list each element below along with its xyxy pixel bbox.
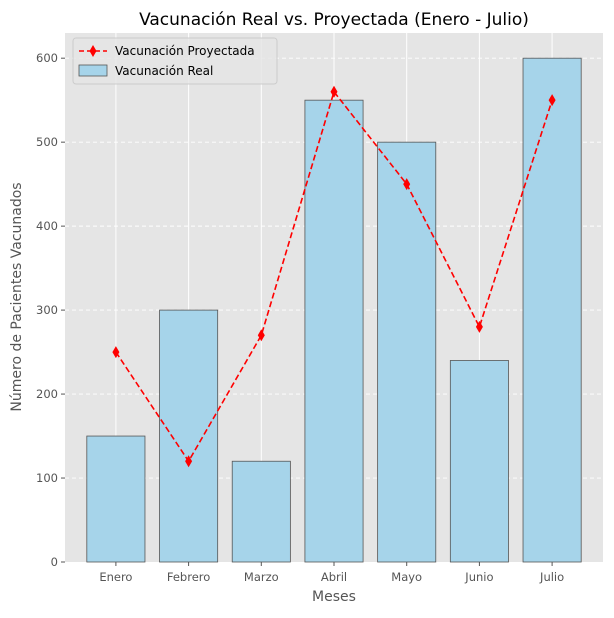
axes: 0 100 200 300 400 500 600 Enero Febrero Marzo Abri… bbox=[36, 51, 564, 584]
legend-label-projected: Vacunación Proyectada bbox=[115, 44, 255, 58]
projected-point-junio bbox=[475, 320, 483, 333]
y-tick-label: 200 bbox=[36, 387, 58, 401]
x-tick-label: Marzo bbox=[244, 570, 279, 584]
bar-series-real bbox=[86, 57, 582, 563]
bar-febrero bbox=[159, 309, 219, 563]
x-tick-label: Abril bbox=[321, 570, 347, 584]
y-tick-label: 400 bbox=[36, 219, 58, 233]
y-tick-label: 600 bbox=[36, 51, 58, 65]
y-axis-label: Número de Pacientes Vacunados bbox=[9, 182, 25, 411]
bar-julio bbox=[522, 57, 582, 563]
projected-point-mayo bbox=[403, 178, 411, 191]
line-series-projected bbox=[112, 85, 556, 468]
projected-point-abril bbox=[330, 85, 338, 98]
legend-bar-swatch bbox=[78, 64, 108, 77]
x-tick-label: Junio bbox=[464, 570, 493, 584]
chart-title: Vacunación Real vs. Proyectada (Enero - … bbox=[139, 10, 529, 30]
y-tick-label: 0 bbox=[51, 555, 58, 569]
projected-point-marzo bbox=[257, 329, 265, 342]
x-axis-label: Meses bbox=[312, 589, 356, 605]
projected-point-febrero bbox=[185, 455, 193, 468]
bar-enero bbox=[86, 435, 146, 563]
x-tick-label: Mayo bbox=[391, 570, 422, 584]
x-tick-label: Julio bbox=[539, 570, 564, 584]
y-tick-label: 300 bbox=[36, 303, 58, 317]
x-tick-label: Febrero bbox=[167, 570, 210, 584]
bar-mayo bbox=[377, 141, 437, 563]
projected-point-julio bbox=[548, 94, 556, 107]
bar-junio bbox=[449, 360, 509, 563]
legend-frame bbox=[72, 37, 278, 85]
legend-diamond-marker bbox=[89, 45, 97, 57]
y-tick-label: 100 bbox=[36, 471, 58, 485]
y-tick-label: 500 bbox=[36, 135, 58, 149]
bar-marzo bbox=[231, 460, 291, 563]
legend-label-real: Vacunación Real bbox=[115, 64, 213, 78]
x-tick-label: Enero bbox=[99, 570, 132, 584]
legend: Vacunación Proyectada Vacunación Real bbox=[72, 37, 278, 85]
bar-abril bbox=[304, 99, 364, 563]
projected-point-enero bbox=[112, 346, 120, 359]
